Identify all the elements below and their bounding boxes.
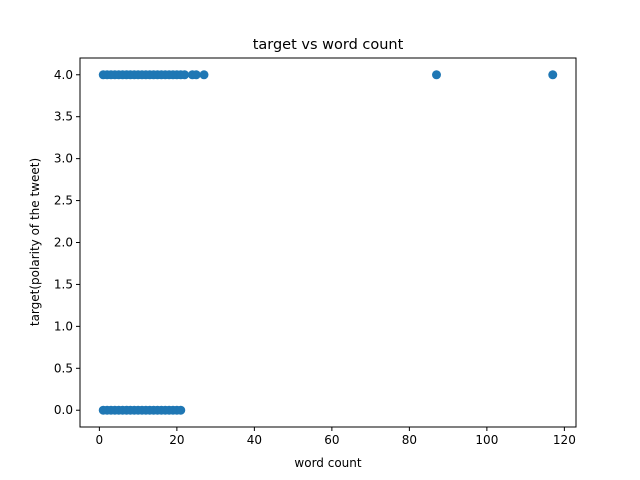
- x-axis-label: word count: [294, 456, 361, 470]
- x-axis-ticks: 0 20 40 60 80 100 120: [96, 427, 576, 447]
- x-tick-label: 120: [553, 433, 576, 447]
- x-tick-label: 60: [324, 433, 339, 447]
- y-tick-label: 4.0: [54, 68, 73, 82]
- x-tick-label: 20: [169, 433, 184, 447]
- plot-frame: [79, 57, 577, 428]
- x-tick-label: 40: [247, 433, 262, 447]
- y-tick-label: 0.5: [54, 361, 73, 375]
- data-point: [199, 70, 209, 80]
- x-tick-label: 100: [475, 433, 498, 447]
- y-tick-label: 3.5: [54, 110, 73, 124]
- y-tick-label: 0.0: [54, 403, 73, 417]
- x-tick-label: 80: [402, 433, 417, 447]
- y-axis-ticks: 0.0 0.5 1.0 1.5 2.0 2.5 3.0 3.5 4.0: [54, 68, 80, 417]
- data-point: [180, 70, 190, 80]
- data-point: [176, 405, 186, 415]
- data-point: [548, 70, 558, 80]
- x-tick-label: 0: [96, 433, 104, 447]
- chart-title: target vs word count: [253, 37, 404, 53]
- y-tick-label: 1.5: [54, 277, 73, 291]
- data-point: [432, 70, 441, 80]
- y-axis-label: target(polarity of the tweet): [28, 158, 42, 326]
- y-tick-label: 3.0: [54, 152, 73, 166]
- data-points: [98, 70, 558, 415]
- y-tick-label: 2.5: [54, 194, 73, 208]
- y-tick-label: 2.0: [54, 236, 73, 250]
- data-point: [191, 70, 201, 80]
- y-tick-label: 1.0: [54, 319, 73, 333]
